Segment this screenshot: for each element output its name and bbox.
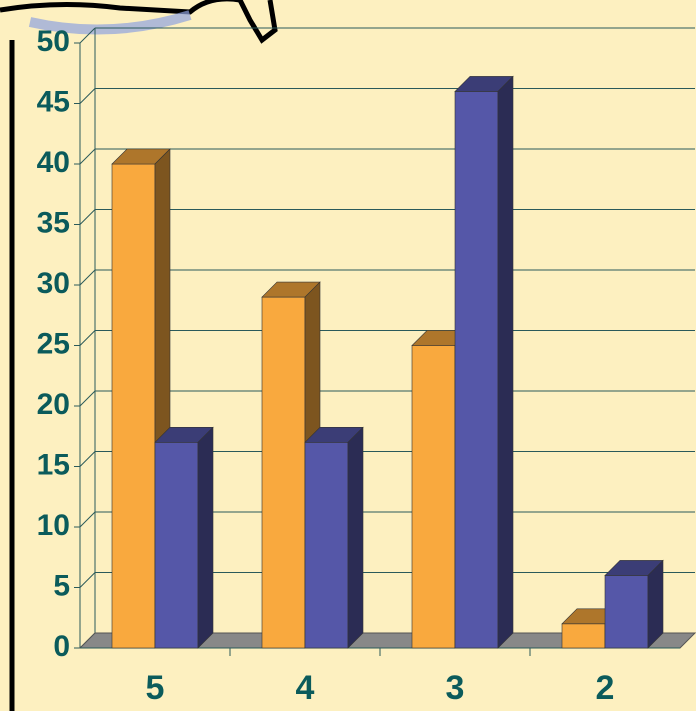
grid-line-side: [79, 330, 96, 346]
y-tick-label: 35: [37, 206, 70, 239]
x-tick-label: 5: [146, 669, 165, 707]
bar-side: [647, 559, 664, 649]
y-tick-label: 40: [37, 146, 70, 179]
bar: [454, 91, 499, 649]
grid-line-side: [79, 451, 96, 467]
grid-line-side: [79, 390, 96, 407]
y-tick-label: 50: [37, 25, 70, 58]
grid-line-side: [79, 511, 96, 528]
x-tick-label: 4: [296, 669, 315, 707]
grid-line-side: [79, 269, 96, 286]
grid-line-side: [79, 209, 96, 225]
bar: [411, 345, 456, 649]
y-tick-label: 30: [37, 267, 70, 300]
bar: [111, 163, 156, 649]
x-tick-label: 2: [596, 669, 615, 707]
bar-side: [197, 426, 214, 649]
decor-highlight: [28, 10, 192, 35]
grid-line-side: [79, 88, 96, 104]
y-tick-label: 20: [37, 388, 70, 421]
bar: [154, 441, 199, 649]
bar: [261, 296, 306, 649]
decor-scribble: [0, 0, 278, 44]
bar: [604, 575, 649, 649]
grid-line-side: [79, 27, 96, 44]
y-tick-label: 0: [53, 630, 70, 663]
bar: [561, 623, 606, 649]
grid-line-side: [79, 148, 96, 165]
bar-side: [347, 426, 364, 649]
y-tick-label: 15: [37, 448, 70, 481]
grid-line-side: [79, 572, 96, 588]
y-tick-label: 10: [37, 509, 70, 542]
x-tick-label: 3: [446, 669, 465, 707]
y-tick-label: 45: [37, 85, 70, 118]
bar-side: [497, 75, 514, 649]
y-tick-label: 5: [53, 569, 70, 602]
y-tick-label: 25: [37, 327, 70, 360]
bar: [304, 441, 349, 649]
